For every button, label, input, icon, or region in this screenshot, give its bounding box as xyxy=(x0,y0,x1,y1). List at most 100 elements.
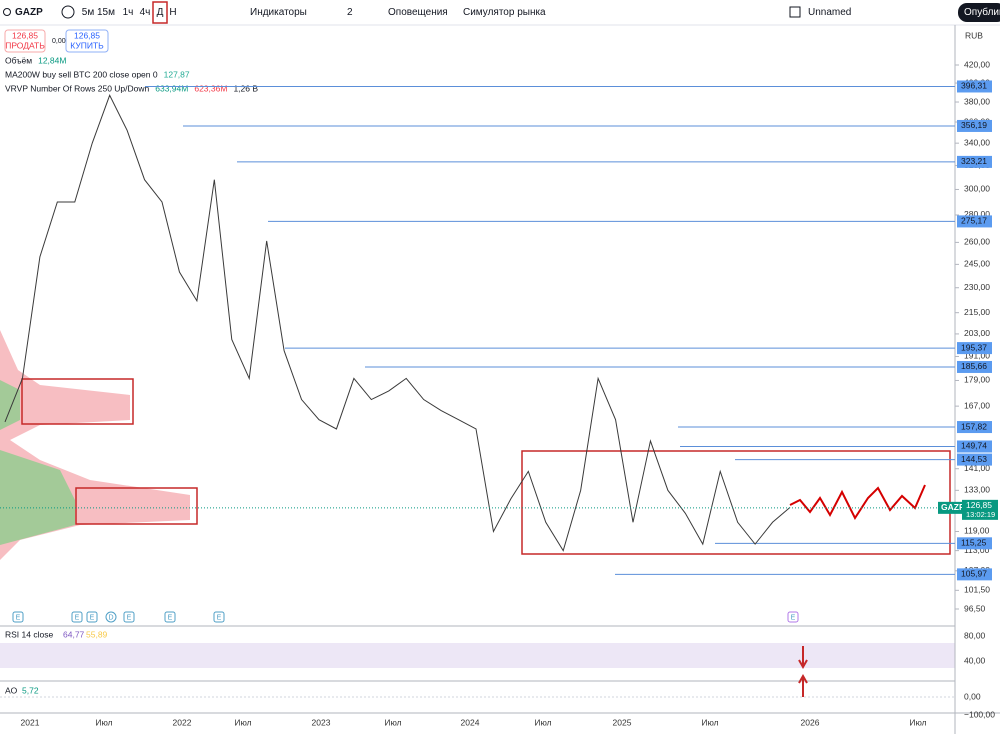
price-tick-label: 113,00 xyxy=(964,545,990,555)
ao-tick-label: 0,00 xyxy=(964,691,981,701)
time-label: 2023 xyxy=(312,717,331,727)
event-marker[interactable] xyxy=(787,611,799,623)
interval[interactable]: 4ч xyxy=(140,7,151,18)
event-marker[interactable] xyxy=(105,611,117,623)
sell-label[interactable]: ПРОДАТЬ xyxy=(5,40,45,50)
indicators[interactable]: Индикаторы xyxy=(250,7,307,18)
price-tick-label: 179,00 xyxy=(964,375,990,385)
alerts[interactable]: Оповещения xyxy=(388,7,448,18)
price-tick-label: 420,00 xyxy=(964,59,990,69)
level-label: 185,66 xyxy=(961,361,987,371)
toolbar: GAZP xyxy=(0,1,1000,26)
rsi-value: 55,89 xyxy=(86,629,108,639)
time-label: 2025 xyxy=(613,717,632,727)
interval[interactable]: Д xyxy=(157,7,164,18)
price-line xyxy=(4,94,791,552)
price-tick-label: 141,00 xyxy=(964,463,990,473)
price-tick-label: 119,00 xyxy=(964,526,990,536)
level-tag xyxy=(957,568,992,581)
time-label: Июл xyxy=(95,717,112,727)
rsi-band xyxy=(0,643,955,668)
time-label: Июл xyxy=(701,717,718,727)
event-label[interactable]: E xyxy=(791,614,796,621)
search-icon[interactable] xyxy=(3,8,11,16)
legend-item: Объём xyxy=(5,55,32,65)
level-tag xyxy=(957,360,992,373)
event-marker[interactable] xyxy=(86,611,98,623)
level-tag xyxy=(957,453,992,466)
event-marker[interactable] xyxy=(12,611,24,623)
price-tick-label: 215,00 xyxy=(964,307,990,317)
layout-name[interactable]: Unnamed xyxy=(808,7,851,18)
interval[interactable]: 1ч xyxy=(123,7,134,18)
level-label: 157,82 xyxy=(961,421,987,431)
replay[interactable]: Симулятор рынка xyxy=(463,7,546,18)
price-tick-label: 230,00 xyxy=(964,282,990,292)
level-tag xyxy=(957,342,992,355)
symbol[interactable]: GAZP xyxy=(15,7,43,18)
price-tick-label: 191,00 xyxy=(964,351,990,361)
highlight xyxy=(152,1,168,24)
checkbox[interactable] xyxy=(789,6,801,18)
price-tick-label: 203,00 xyxy=(964,328,990,338)
level-label: 149,74 xyxy=(961,441,987,451)
event-marker[interactable] xyxy=(71,611,83,623)
interval[interactable]: Н xyxy=(169,7,176,18)
sell-button[interactable] xyxy=(4,29,46,53)
symbol-tag xyxy=(938,501,962,514)
price-tick-label: 260,00 xyxy=(964,237,990,247)
price-tick-label: 380,00 xyxy=(964,96,990,106)
event-label[interactable]: D xyxy=(108,614,113,621)
legend-item: VRVP Number Of Rows 250 Up/Down xyxy=(5,83,150,93)
interval[interactable]: 15м xyxy=(97,7,115,18)
buy-label[interactable]: КУПИТЬ xyxy=(70,40,104,50)
price-tick-label: 300,00 xyxy=(964,184,990,194)
level-label: 195,37 xyxy=(961,342,987,352)
last-price-label: 126,85 xyxy=(966,500,992,510)
level-tag xyxy=(957,537,992,550)
countdown: 13:02:19 xyxy=(966,510,995,519)
level-label: 115,25 xyxy=(961,538,987,548)
ao-tick-label: −100,00 xyxy=(964,709,995,719)
event-marker[interactable] xyxy=(123,611,135,623)
interval[interactable]: 5м xyxy=(82,7,95,18)
event-label[interactable]: E xyxy=(168,614,173,621)
event-marker[interactable] xyxy=(213,611,225,623)
price-tick-label: 101,50 xyxy=(964,585,990,595)
ao-value: 5,72 xyxy=(22,685,39,695)
event-label[interactable]: E xyxy=(127,614,132,621)
add-symbol[interactable] xyxy=(61,5,75,19)
level-label: 275,17 xyxy=(961,216,987,226)
sell-price[interactable]: 126,85 xyxy=(12,30,38,40)
time-label: Июл xyxy=(534,717,551,727)
buy-price[interactable]: 126,85 xyxy=(74,30,100,40)
event-marker[interactable] xyxy=(164,611,176,623)
volume-profile xyxy=(0,380,75,545)
level-label: 323,21 xyxy=(961,156,987,166)
legend-item: MA200W buy sell BTC 200 close open 0 xyxy=(5,69,158,79)
rsi-tick-label: 80,00 xyxy=(964,630,986,640)
publish-button[interactable] xyxy=(958,3,1000,22)
currency: RUB xyxy=(965,30,983,40)
level-label: 356,19 xyxy=(961,120,987,130)
rsi-name: RSI 14 close xyxy=(5,629,53,639)
user-box xyxy=(75,487,198,525)
event-label[interactable]: E xyxy=(217,614,222,621)
last-price-tag xyxy=(962,499,998,520)
level-tag xyxy=(957,215,992,228)
spread: 0,00 xyxy=(52,38,66,45)
buy-button[interactable] xyxy=(65,29,109,53)
price-tick-label: 340,00 xyxy=(964,137,990,147)
event-label[interactable]: E xyxy=(90,614,95,621)
level-label: 396,31 xyxy=(961,81,987,91)
publish-label[interactable]: Опублико xyxy=(964,6,1000,18)
ao-name: AO xyxy=(5,685,18,695)
level-tag xyxy=(957,80,992,93)
price-tick-label: 96,50 xyxy=(964,603,986,613)
event-label[interactable]: E xyxy=(16,614,21,621)
time-label: Июл xyxy=(234,717,251,727)
layouts[interactable]: 2 xyxy=(347,7,353,18)
price-tick-label: 280,00 xyxy=(964,209,990,219)
event-label[interactable]: E xyxy=(75,614,80,621)
